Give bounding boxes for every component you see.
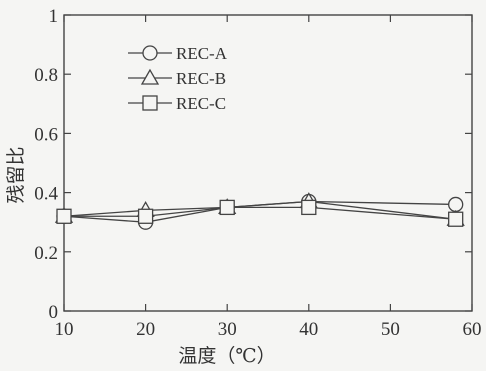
series-layer — [54, 192, 465, 230]
y-tick-label: 0.4 — [34, 184, 58, 205]
legend-label-rec-b: REC-B — [176, 69, 226, 88]
y-tick-label: 0.6 — [34, 124, 58, 145]
x-tick-label: 30 — [218, 319, 237, 340]
y-tick-label: 1 — [49, 6, 59, 27]
x-tick-label: 40 — [299, 319, 318, 340]
legend-marker-rec-a — [142, 45, 158, 61]
series-markers — [54, 192, 465, 230]
y-tick-label: 0.2 — [34, 243, 58, 264]
series-lines — [63, 200, 456, 223]
legend-marker-rec-c — [142, 95, 158, 111]
data-point-rec-c — [301, 199, 317, 216]
series-line-rec-c — [64, 206, 456, 220]
y-tick-label: 0.8 — [34, 65, 58, 86]
ticks: 10 20 30 40 50 60 0 0.2 0.4 0.6 0.8 1 — [34, 6, 481, 340]
x-tick-label: 20 — [136, 319, 155, 340]
data-point-rec-c — [448, 211, 464, 227]
data-point-rec-c — [219, 199, 235, 216]
data-point-rec-c — [56, 208, 72, 224]
data-point-rec-a — [448, 196, 464, 213]
x-tick-label: 10 — [55, 319, 74, 340]
x-tick-label: 50 — [381, 319, 400, 340]
axes — [63, 14, 473, 312]
legend: REC-A REC-B REC-C — [128, 44, 228, 113]
x-axis-label: 温度（℃） — [178, 345, 275, 367]
y-tick-label: 0 — [49, 302, 59, 323]
x-tick-label: 60 — [463, 319, 482, 340]
y-axis-label: 残留比 — [5, 146, 27, 203]
legend-marker-rec-b — [140, 68, 160, 85]
data-point-rec-c — [137, 208, 154, 224]
plot-frame — [63, 14, 473, 312]
legend-label-rec-a: REC-A — [176, 44, 228, 63]
legend-label-rec-c: REC-C — [176, 94, 226, 113]
